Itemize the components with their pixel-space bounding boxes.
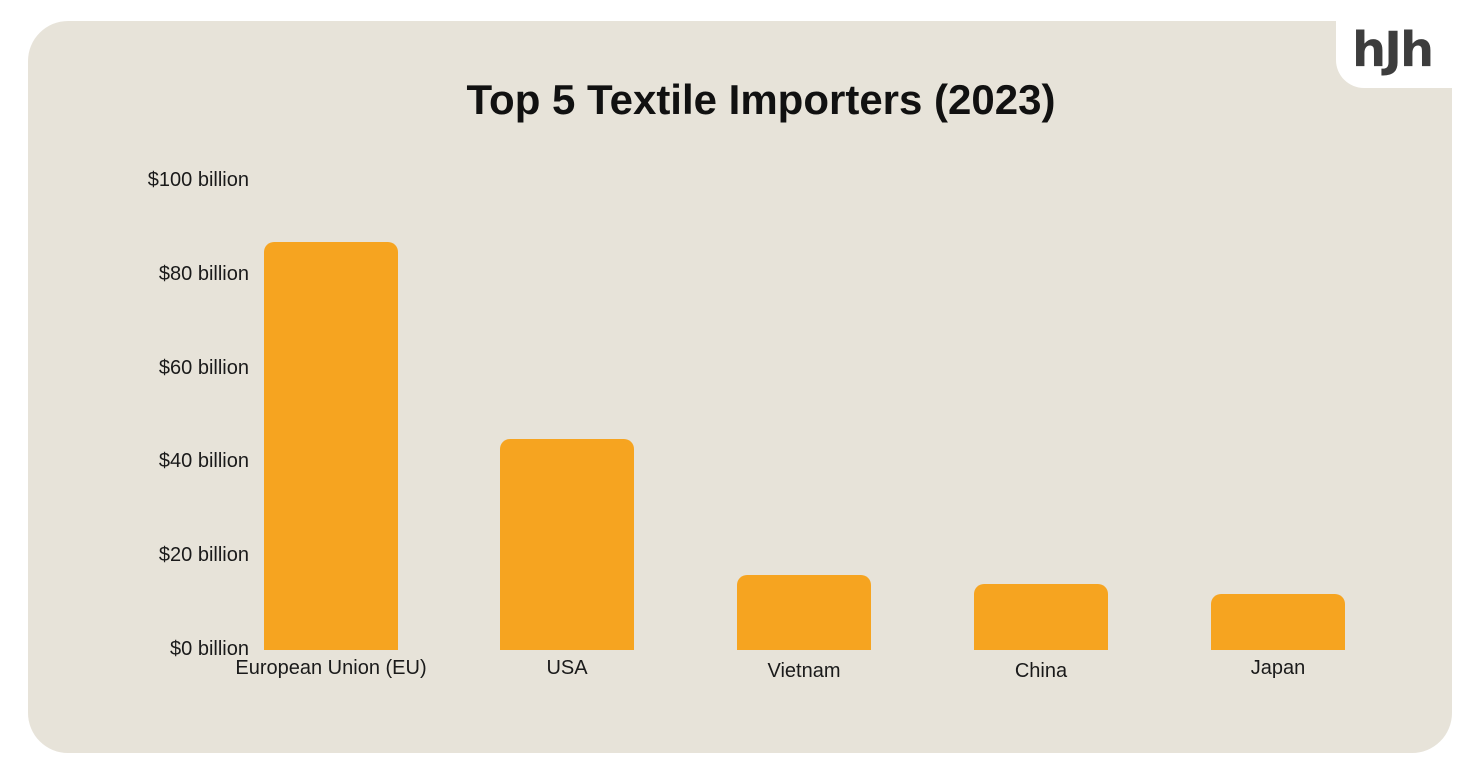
brand-logo: hJh [1352, 22, 1434, 78]
y-tick-label: $80 billion [158, 262, 249, 285]
bar [974, 584, 1108, 650]
y-tick-label: $20 billion [158, 544, 249, 567]
x-tick-label: European Union (EU) [235, 657, 427, 679]
y-tick-label: $40 billion [158, 450, 249, 473]
x-tick-label: USA [546, 657, 588, 679]
x-tick-label: Vietnam [767, 660, 841, 682]
bar [1211, 593, 1345, 650]
chart-title: Top 5 Textile Importers (2023) [466, 76, 1056, 123]
bar [500, 438, 634, 650]
x-tick-label: Japan [1250, 657, 1306, 679]
logo-tab [1336, 0, 1480, 88]
y-tick-label: $0 billion [170, 638, 249, 660]
x-tick-label: China [1014, 660, 1068, 682]
y-tick-label: $100 billion [147, 169, 249, 191]
bar [264, 241, 398, 650]
y-tick-label: $60 billion [158, 356, 249, 379]
bar [737, 574, 871, 650]
